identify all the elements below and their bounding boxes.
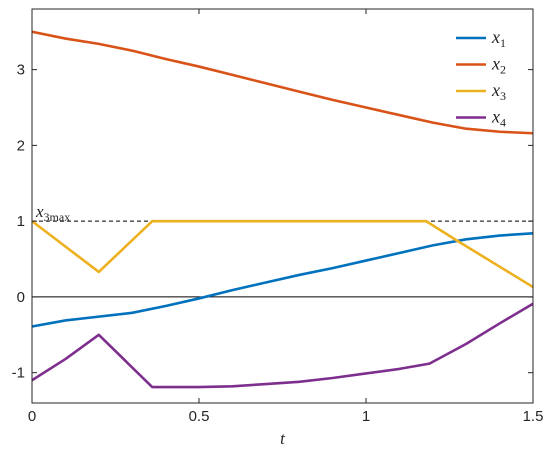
legend-label-main: x [491, 107, 500, 127]
reference-line-label-sub: 3max [44, 210, 71, 224]
legend-label-main: x [491, 80, 500, 100]
y-tick-label: -1 [12, 365, 25, 382]
series-line-x4 [31, 302, 534, 389]
legend-label-x3: x3 [491, 80, 506, 103]
plot-area: x3max [31, 30, 534, 389]
legend-label-sub: 4 [500, 116, 506, 130]
legend-label-x4: x4 [491, 107, 506, 130]
x-tick-label: 1 [362, 408, 370, 425]
x-axis-label: t [280, 429, 286, 448]
x-tick-label: 1.5 [523, 408, 544, 425]
y-tick-label: 2 [17, 137, 25, 154]
y-tick-label: 3 [17, 62, 25, 79]
series-line-x1 [31, 231, 534, 328]
series-line-x2 [31, 30, 534, 135]
reference-line-label: x3max [35, 202, 70, 224]
y-tick-label: 0 [17, 289, 25, 306]
legend-label-x2: x2 [491, 54, 506, 77]
series-line-x3 [31, 219, 534, 289]
x-tick-label: 0 [28, 408, 36, 425]
axis-ticks: 0 0.5 1 1.5 -1 0 1 2 3 [12, 9, 544, 425]
axes-box [31, 8, 534, 404]
y-tick-label: 1 [17, 213, 25, 230]
reference-line-label-main: x [35, 202, 44, 221]
legend-label-sub: 3 [500, 89, 506, 103]
legend-label-main: x [491, 27, 500, 47]
legend-label-x1: x1 [491, 27, 506, 50]
legend-label-sub: 2 [500, 63, 506, 77]
x-tick-label: 0.5 [189, 408, 210, 425]
legend-label-main: x [491, 54, 500, 74]
legend-label-sub: 1 [500, 36, 506, 50]
